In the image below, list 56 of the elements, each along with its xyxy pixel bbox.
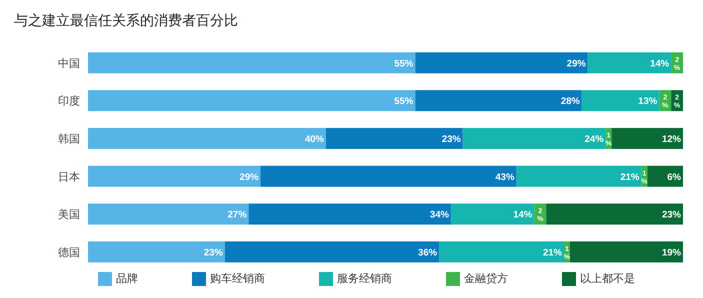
y-tick-label: 韩国 bbox=[58, 132, 80, 146]
y-tick-label: 印度 bbox=[58, 94, 80, 108]
legend-label: 金融贷方 bbox=[464, 272, 508, 285]
bar bbox=[612, 128, 683, 149]
legend-label: 购车经销商 bbox=[210, 272, 265, 285]
bar bbox=[248, 204, 451, 225]
y-tick-label: 美国 bbox=[58, 208, 80, 222]
bar bbox=[647, 166, 683, 187]
y-tick-label: 日本 bbox=[58, 170, 80, 184]
data-label: 55% bbox=[394, 96, 414, 108]
chart-title: 与之建立最信任关系的消费者百分比 bbox=[14, 12, 238, 30]
bar bbox=[326, 128, 463, 149]
data-label: 27% bbox=[228, 210, 248, 221]
data-label: 43% bbox=[495, 172, 515, 183]
data-label: 14% bbox=[513, 210, 533, 221]
legend-label: 服务经销商 bbox=[337, 272, 392, 285]
bar bbox=[450, 204, 534, 225]
bar bbox=[88, 90, 416, 112]
data-label: 55% bbox=[394, 58, 414, 70]
data-label: 23% bbox=[442, 134, 462, 145]
data-label: 40% bbox=[304, 134, 325, 145]
data-label: 12% bbox=[662, 134, 682, 145]
bar bbox=[88, 52, 416, 74]
bar bbox=[224, 241, 440, 262]
data-label: 23% bbox=[662, 210, 682, 221]
legend-label: 品牌 bbox=[116, 272, 138, 285]
data-label: 21% bbox=[542, 247, 563, 258]
bar bbox=[260, 166, 516, 187]
bar bbox=[588, 52, 672, 74]
data-label: 34% bbox=[430, 210, 450, 221]
bar bbox=[516, 166, 642, 187]
bar bbox=[582, 90, 660, 112]
data-label: 19% bbox=[662, 247, 682, 258]
data-label: 28% bbox=[560, 96, 580, 108]
y-tick-label: 中国 bbox=[58, 56, 80, 70]
data-label: 6% bbox=[667, 172, 682, 183]
bar bbox=[88, 128, 326, 149]
data-label: 13% bbox=[638, 96, 658, 108]
bar bbox=[88, 166, 261, 187]
bar bbox=[462, 128, 606, 149]
bar bbox=[570, 241, 683, 262]
data-label: 29% bbox=[240, 172, 260, 183]
bar bbox=[88, 241, 225, 262]
bar bbox=[88, 204, 249, 225]
data-label: 29% bbox=[566, 58, 586, 70]
data-label: 24% bbox=[584, 134, 604, 145]
bar bbox=[439, 241, 564, 262]
y-tick-label: 德国 bbox=[58, 246, 80, 259]
data-label: 14% bbox=[650, 58, 670, 70]
bar bbox=[546, 204, 683, 225]
bar bbox=[415, 90, 582, 112]
data-label: 36% bbox=[418, 247, 438, 258]
legend-label: 以上都不是 bbox=[580, 272, 635, 285]
data-label: 21% bbox=[620, 172, 640, 183]
data-label: 23% bbox=[204, 247, 224, 258]
bar bbox=[415, 52, 588, 74]
